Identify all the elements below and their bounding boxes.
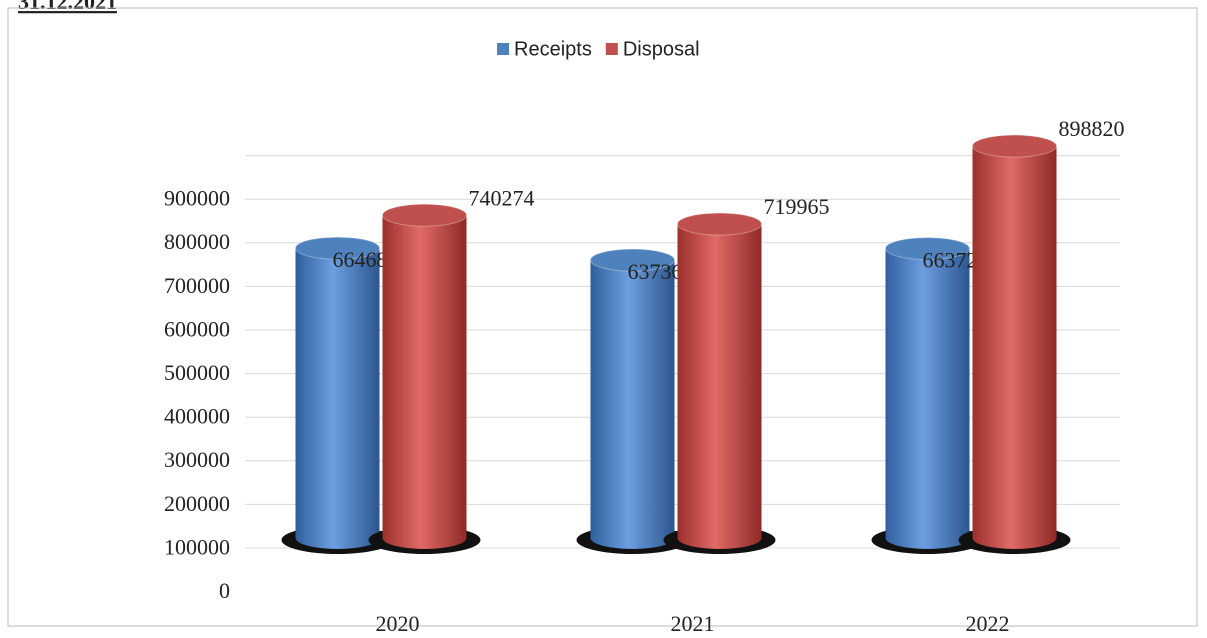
y-tick-label: 900000 [164,186,230,211]
y-tick-label: 0 [219,578,230,603]
y-tick-label: 600000 [164,316,230,341]
y-tick-label: 300000 [164,447,230,472]
x-tick-label: 2020 [376,611,420,636]
header-date: 31.12.2021 [18,0,117,14]
bar-cap [382,203,467,227]
x-tick-label: 2021 [671,611,715,636]
y-tick-label: 200000 [164,491,230,516]
legend-label: Receipts [514,38,592,60]
bar-cap [677,212,762,236]
bar [295,237,380,549]
bar-cap [295,236,380,260]
y-tick-label: 100000 [164,534,230,559]
x-tick-label: 2022 [966,611,1010,636]
bar [590,249,675,549]
data-label: 898820 [1059,116,1125,141]
bar-cap [885,237,970,261]
bar [972,135,1057,549]
legend: Receipts Disposal [497,38,700,60]
y-tick-label: 800000 [164,229,230,254]
y-tick-label: 700000 [164,273,230,298]
bar [382,204,467,549]
legend-label: Disposal [623,38,700,60]
bar [677,213,762,549]
y-tick-label: 400000 [164,404,230,429]
bar-cap [590,248,675,272]
chart-frame [7,7,1198,627]
data-label: 740274 [469,185,535,210]
bar-cap [972,134,1057,158]
bar [885,237,970,549]
data-label: 719965 [764,194,830,219]
y-tick-label: 500000 [164,360,230,385]
legend-swatch [605,43,618,55]
legend-swatch [497,43,509,55]
